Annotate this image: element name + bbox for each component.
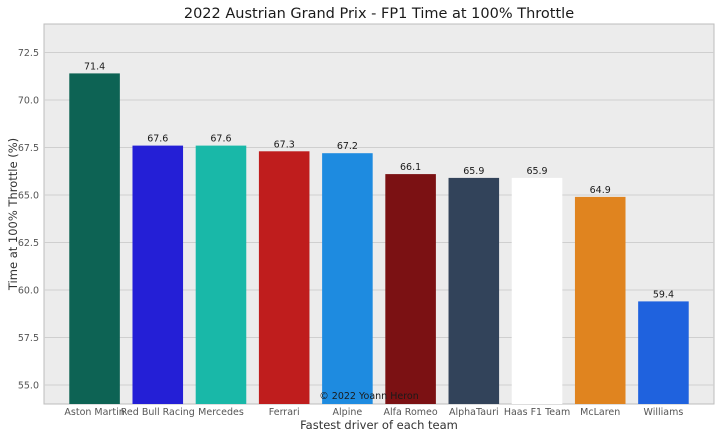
x-tick-label: AlphaTauri [449, 407, 499, 418]
x-tick-label: Aston Martin [64, 407, 124, 418]
bar-williams [638, 301, 689, 404]
y-axis-label: Time at 100% Throttle (%) [6, 138, 20, 291]
bar-value-label: 71.4 [84, 61, 105, 72]
bar-value-label: 59.4 [653, 289, 674, 300]
bar-value-label: 65.9 [463, 166, 484, 177]
bar-red-bull-racing [132, 145, 184, 404]
x-tick-label: Ferrari [269, 407, 300, 418]
bars [69, 73, 689, 405]
bar-value-label: 65.9 [526, 166, 547, 177]
y-tick-label: 72.5 [18, 48, 39, 59]
x-tick-label: Red Bull Racing [121, 407, 195, 418]
bar-alfa-romeo [385, 174, 436, 404]
bar-value-label: 67.2 [337, 141, 358, 152]
bar-value-label: 67.6 [147, 134, 168, 145]
copyright-annotation: © 2022 Yoann Heron [319, 391, 418, 402]
y-tick-label: 62.5 [18, 238, 39, 249]
bar-haas-f1-team [511, 177, 563, 404]
bar-value-label: 64.9 [590, 185, 611, 196]
bar-value-label: 67.3 [274, 139, 295, 150]
bar-alphatauri [448, 177, 500, 404]
y-tick-label: 65.0 [18, 191, 39, 202]
y-tick-label: 55.0 [18, 381, 39, 392]
bar-mercedes [195, 145, 247, 404]
x-tick-label: Haas F1 Team [504, 407, 570, 418]
y-tick-labels: 55.0 57.5 60.0 62.5 65.0 67.5 70.0 72.5 [18, 48, 39, 392]
y-tick-label: 60.0 [18, 286, 39, 297]
bar-mclaren [574, 196, 626, 404]
bar-value-label: 67.6 [210, 134, 231, 145]
bar-value-labels: 71.4 67.6 67.6 67.3 67.2 66.1 65.9 65.9 64.9 59.4 [84, 61, 674, 300]
x-tick-label: Williams [644, 407, 684, 418]
y-tick-label: 57.5 [18, 333, 39, 344]
x-axis-label: Fastest driver of each team [300, 418, 458, 432]
x-tick-label: Alpine [333, 407, 363, 418]
bar-alpine [322, 153, 373, 404]
bar-ferrari [258, 151, 310, 404]
bar-aston-martin [69, 73, 120, 405]
chart-title: 2022 Austrian Grand Prix - FP1 Time at 1… [184, 6, 574, 22]
y-tick-label: 67.5 [18, 143, 39, 154]
x-tick-label: McLaren [580, 407, 620, 418]
x-tick-label: Alfa Romeo [383, 407, 437, 418]
bar-value-label: 66.1 [400, 162, 421, 173]
x-tick-label: Mercedes [198, 407, 244, 418]
y-tick-label: 70.0 [18, 96, 39, 107]
